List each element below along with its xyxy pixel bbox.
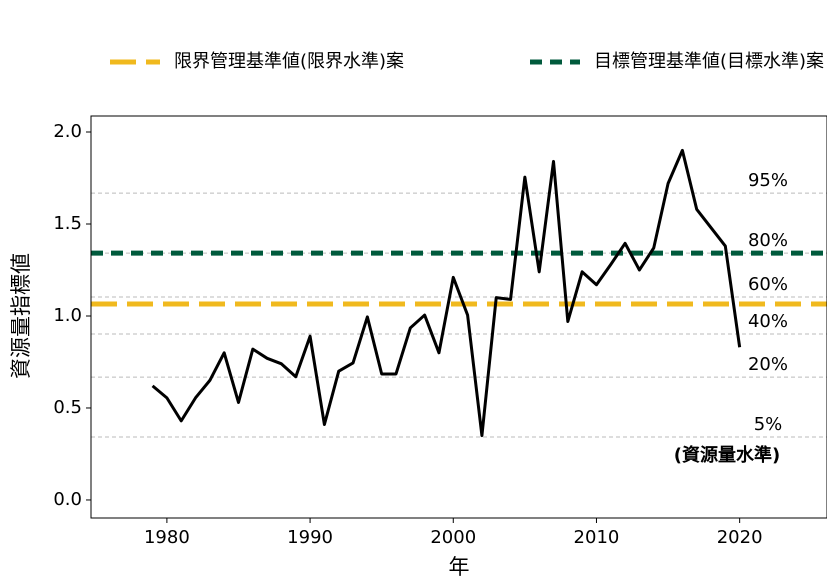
y-tick-label: 0.0 xyxy=(53,489,82,510)
level-label: 80% xyxy=(748,230,788,251)
level-label: 5% xyxy=(754,414,783,435)
data-line xyxy=(151,148,742,438)
x-tick-label: 2020 xyxy=(717,527,763,548)
y-tick-label: 1.5 xyxy=(53,213,82,234)
legend-label: 目標管理基準値(目標水準)案 xyxy=(594,51,824,72)
legend-label: 限界管理基準値(限界水準)案 xyxy=(174,51,404,72)
x-tick-label: 1980 xyxy=(144,527,190,548)
level-label: 20% xyxy=(748,354,788,375)
y-tick-label: 1.0 xyxy=(53,305,82,326)
y-axis-label: 資源量指標値 xyxy=(9,253,33,379)
y-tick-label: 0.5 xyxy=(53,397,82,418)
level-label: 40% xyxy=(748,311,788,332)
level-label: 95% xyxy=(748,170,788,191)
x-tick-label: 2010 xyxy=(574,527,620,548)
x-tick-label: 2000 xyxy=(430,527,476,548)
level-label: 60% xyxy=(748,274,788,295)
y-tick-label: 2.0 xyxy=(53,121,82,142)
x-tick-label: 1990 xyxy=(287,527,333,548)
levels-title: (資源量水準) xyxy=(674,444,780,466)
x-axis-label: 年 xyxy=(449,555,470,579)
plot-frame xyxy=(90,115,827,519)
